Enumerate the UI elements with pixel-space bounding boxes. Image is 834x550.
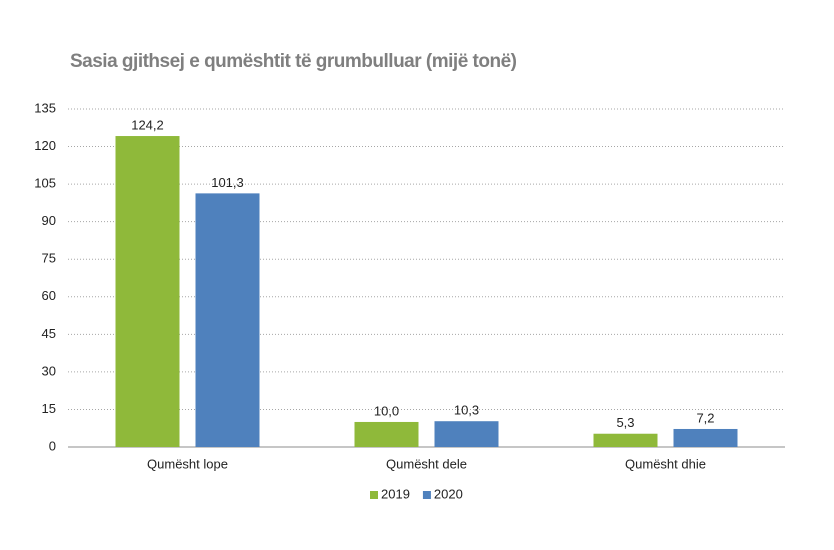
bar	[593, 433, 658, 447]
bar	[434, 421, 499, 447]
y-tick-label: 105	[34, 176, 56, 191]
y-tick-label: 30	[42, 363, 56, 378]
value-label: 10,0	[374, 403, 399, 418]
chart-title: Sasia gjithsej e qumështit të grumbullua…	[70, 51, 517, 72]
bar	[673, 428, 738, 447]
legend-swatch	[422, 491, 431, 499]
y-tick-label: 90	[42, 213, 56, 228]
value-label: 101,3	[211, 175, 244, 190]
y-tick-label: 15	[42, 401, 56, 416]
y-tick-label: 75	[42, 251, 56, 266]
value-label: 5,3	[616, 415, 634, 430]
y-tick-label: 135	[34, 100, 56, 115]
legend-label: 2019	[381, 486, 410, 501]
value-label: 124,2	[131, 117, 164, 132]
x-tick-label: Qumësht lope	[147, 456, 228, 471]
bar	[354, 421, 419, 447]
legend-label: 2020	[434, 486, 463, 501]
x-tick-label: Qumësht dhie	[625, 456, 706, 471]
y-tick-label: 60	[42, 288, 56, 303]
x-tick-label: Qumësht dele	[386, 456, 467, 471]
y-tick-label: 0	[49, 438, 56, 453]
bar	[115, 136, 180, 448]
value-label: 10,3	[454, 403, 479, 418]
y-tick-label: 45	[42, 326, 56, 341]
bar	[195, 193, 260, 447]
legend-swatch	[370, 491, 378, 499]
y-tick-label: 120	[34, 138, 56, 153]
value-label: 7,2	[696, 410, 714, 425]
